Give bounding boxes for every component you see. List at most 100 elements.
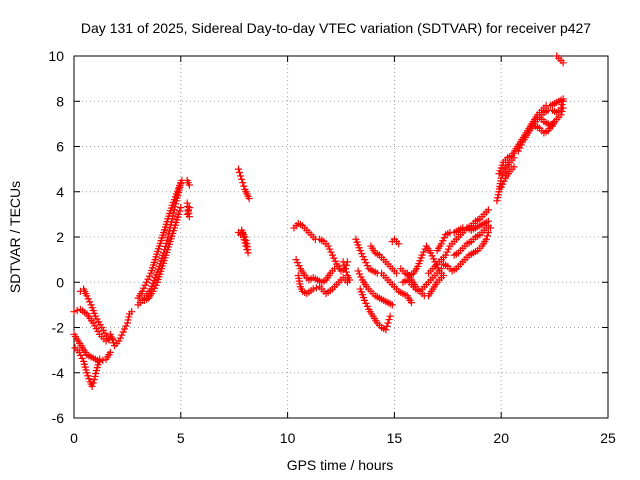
series-track-17 <box>352 235 416 307</box>
data-point <box>154 247 162 256</box>
y-tick-label: -4 <box>52 365 65 381</box>
data-point <box>172 190 181 198</box>
data-point <box>77 351 85 360</box>
data-point <box>482 235 490 243</box>
data-point <box>498 161 506 169</box>
data-point <box>353 238 361 246</box>
data-point <box>240 236 248 244</box>
data-point <box>88 382 96 390</box>
data-point <box>497 164 505 172</box>
data-point <box>239 232 247 241</box>
data-point <box>173 216 181 224</box>
data-point <box>168 232 176 240</box>
data-point <box>95 358 103 366</box>
chart-title: Day 131 of 2025, Sidereal Day-to-day VTE… <box>81 20 591 36</box>
data-point <box>484 228 492 237</box>
series-track-16 <box>339 258 354 284</box>
data-point <box>330 254 338 262</box>
data-point <box>118 331 126 339</box>
data-point <box>486 224 495 232</box>
data-point <box>241 239 249 247</box>
data-point <box>169 229 177 237</box>
y-tick-label: 4 <box>56 184 64 200</box>
series-track-2 <box>76 285 112 343</box>
data-point <box>153 250 161 258</box>
data-point <box>162 220 170 228</box>
data-point <box>558 107 566 116</box>
series-track-15 <box>294 271 352 298</box>
series-track-24 <box>403 269 445 300</box>
data-point <box>160 256 168 265</box>
data-point <box>96 355 104 363</box>
data-point <box>185 203 193 212</box>
data-point <box>155 242 164 250</box>
data-point <box>238 229 247 237</box>
data-point <box>141 281 149 289</box>
data-point <box>184 207 192 215</box>
data-point <box>295 262 303 270</box>
x-tick-label: 0 <box>70 430 78 446</box>
data-point <box>177 203 185 212</box>
series-track-7 <box>134 179 185 302</box>
data-point <box>170 196 178 204</box>
data-point <box>559 97 567 105</box>
data-point <box>185 181 193 189</box>
data-point <box>362 299 370 307</box>
data-point <box>153 278 161 286</box>
data-point <box>122 322 130 330</box>
data-point <box>106 348 114 356</box>
data-point <box>407 299 416 307</box>
data-point <box>392 269 401 277</box>
data-point <box>483 232 491 240</box>
data-point <box>166 207 175 215</box>
series-track-19 <box>356 285 394 334</box>
data-point <box>171 193 180 201</box>
data-point <box>161 254 169 262</box>
data-point <box>80 360 89 368</box>
data-point <box>154 275 162 284</box>
data-point <box>240 182 248 190</box>
data-point <box>238 226 246 234</box>
data-point <box>158 234 166 242</box>
data-point <box>437 265 445 273</box>
data-point <box>169 227 178 235</box>
data-point <box>160 228 168 237</box>
data-point <box>91 372 99 381</box>
data-point <box>355 244 363 252</box>
series-track-10 <box>183 199 193 221</box>
data-point <box>166 209 174 218</box>
data-point <box>558 101 566 109</box>
y-tick-label: 10 <box>48 48 64 64</box>
data-point <box>357 273 365 281</box>
data-point <box>92 369 100 378</box>
data-point <box>428 252 436 260</box>
data-point <box>158 262 167 270</box>
data-point <box>239 179 247 187</box>
data-point <box>107 333 115 341</box>
data-point <box>176 181 184 190</box>
data-point <box>429 255 438 263</box>
data-point <box>293 259 302 267</box>
data-point <box>176 207 184 215</box>
data-point <box>292 256 300 264</box>
data-point <box>175 184 183 192</box>
data-point <box>144 275 152 283</box>
y-axis-label: SDTVAR / TECUs <box>7 181 23 293</box>
data-point <box>384 319 392 327</box>
data-point <box>163 218 171 226</box>
data-point <box>328 251 337 259</box>
data-point <box>123 319 131 327</box>
data-point <box>150 258 158 266</box>
data-point <box>330 265 339 273</box>
data-point <box>88 304 96 312</box>
data-point <box>357 288 365 296</box>
data-point <box>163 236 171 244</box>
data-point <box>382 326 390 334</box>
x-tick-label: 10 <box>280 430 296 446</box>
data-point <box>358 249 366 258</box>
data-point <box>327 248 335 256</box>
data-point <box>149 261 158 269</box>
data-point <box>84 372 92 380</box>
data-point <box>156 239 164 247</box>
data-point <box>90 375 98 384</box>
